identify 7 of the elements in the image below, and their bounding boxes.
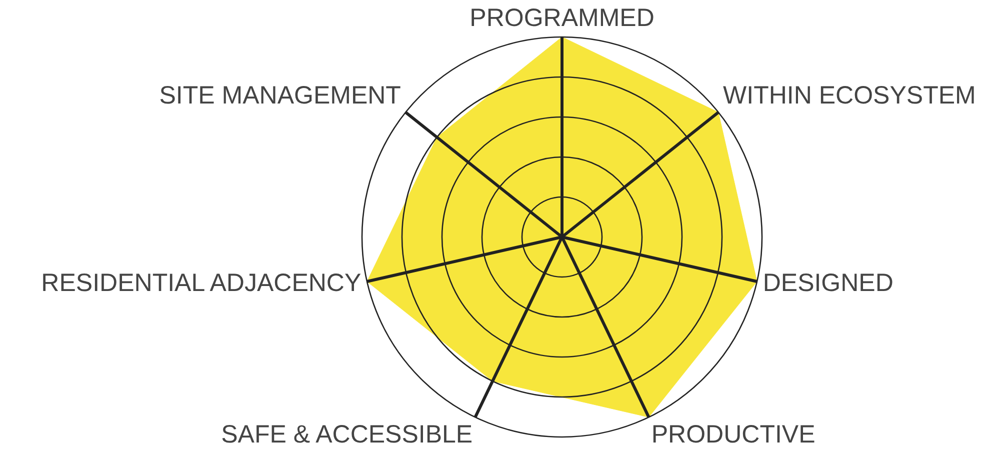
spoke-label: PRODUCTIVE (651, 420, 816, 449)
spoke-label: DESIGNED (762, 268, 894, 297)
spoke-label: SAFE & ACCESSIBLE (221, 420, 473, 449)
spoke-label: SITE MANAGEMENT (159, 82, 401, 110)
spoke-label: WITHIN ECOSYSTEM (723, 82, 976, 110)
spoke-label: RESIDENTIAL ADJACENCY (41, 268, 362, 297)
spoke-label: PROGRAMMED (470, 4, 654, 32)
